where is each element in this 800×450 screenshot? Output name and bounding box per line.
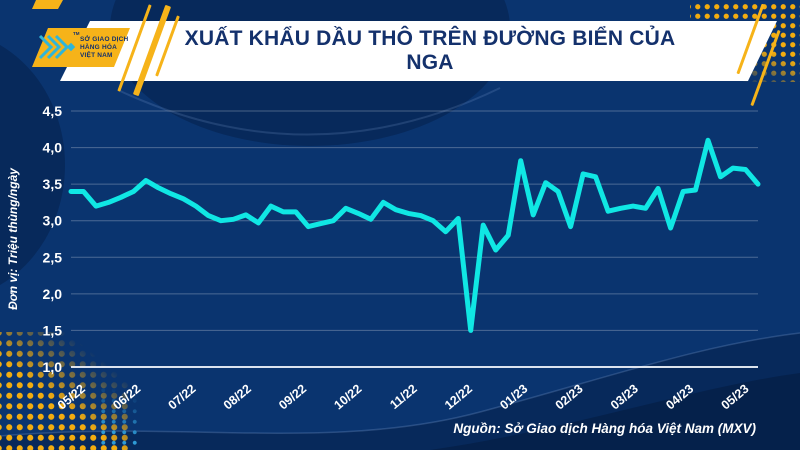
logo-text-line1: SỞ GIAO DỊCH	[80, 36, 129, 43]
logo-chevrons-icon	[38, 34, 76, 60]
x-tick-label: 12/22	[442, 382, 475, 413]
y-tick-label: 4,0	[43, 140, 63, 156]
trademark-mark: TM	[73, 31, 80, 36]
x-tick-label: 04/23	[663, 382, 696, 413]
x-tick-label: 07/22	[166, 382, 199, 413]
y-axis-title: Đơn vị: Triệu thùng/ngày	[6, 167, 20, 310]
title-banner	[60, 21, 777, 81]
x-tick-label: 05/22	[55, 382, 88, 413]
logo-text-line2: HÀNG HÓA	[80, 44, 117, 51]
y-tick-label: 3,5	[43, 176, 63, 192]
source-caption: Nguồn: Sở Giao dịch Hàng hóa Việt Nam (M…	[453, 421, 756, 436]
wave-left	[0, 45, 65, 285]
y-tick-label: 1,0	[43, 359, 63, 375]
y-tick-label: 4,5	[43, 103, 63, 119]
x-tick-label: 10/22	[331, 382, 364, 413]
x-tick-label: 06/22	[110, 382, 143, 413]
halftone-dots-bottom-left-blue	[98, 385, 140, 450]
x-tick-label: 03/23	[608, 382, 641, 413]
x-tick-label: 11/22	[387, 382, 419, 412]
series-line	[68, 137, 761, 333]
header: XUẤT KHẨU DẦU THÔ TRÊN ĐƯỜNG BIỂN CỦA NG…	[0, 0, 800, 107]
x-tick-label: 09/22	[276, 382, 309, 413]
y-tick-label: 1,5	[43, 322, 63, 338]
mxv-logo	[32, 28, 130, 67]
wave-bottom-rim	[0, 332, 800, 437]
x-tick-label: 01/23	[497, 382, 530, 413]
logo-text-line3: VIỆT NAM	[80, 52, 113, 59]
logo-text: SỞ GIAO DỊCH HÀNG HÓA VIỆT NAM	[80, 36, 128, 60]
y-tick-label: 2,0	[43, 286, 63, 302]
x-tick-label: 05/23	[719, 382, 752, 413]
wave-corner	[430, 373, 800, 450]
wave-top-rim	[117, 87, 501, 136]
x-tick-label: 08/22	[221, 382, 254, 413]
y-tick-label: 2,5	[43, 249, 63, 265]
page-title: XUẤT KHẨU DẦU THÔ TRÊN ĐƯỜNG BIỂN CỦA NG…	[184, 27, 676, 74]
y-tick-label: 3,0	[43, 213, 63, 229]
corner-accent	[32, 0, 63, 9]
x-tick-label: 02/23	[553, 382, 586, 413]
